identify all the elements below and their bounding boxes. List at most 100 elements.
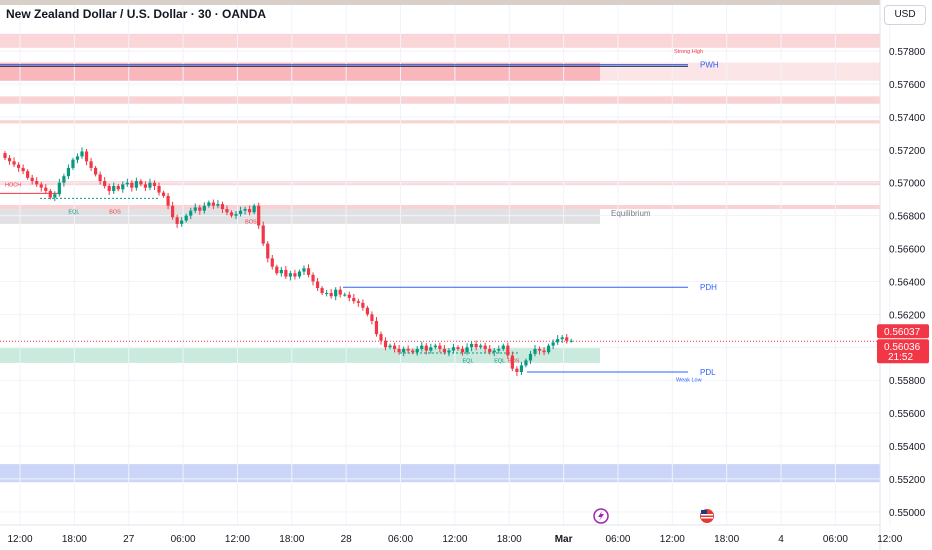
price-tick-14: 0.55000 xyxy=(889,508,926,519)
candle-body-52 xyxy=(238,210,243,214)
annotation-0: Strong High xyxy=(674,49,703,55)
time-tick-1: 18:00 xyxy=(62,534,87,545)
candle-body-92 xyxy=(420,345,424,349)
time-tick-4: 12:00 xyxy=(225,534,250,545)
candle-body-90 xyxy=(411,350,415,353)
candle-body-86 xyxy=(392,345,397,349)
candle-body-83 xyxy=(379,334,383,341)
candle-body-72 xyxy=(329,292,333,297)
time-tick-8: 12:00 xyxy=(442,534,467,545)
flag-canton xyxy=(701,510,707,514)
annotation-10: EQL xyxy=(494,359,505,365)
candle-body-66 xyxy=(302,268,306,272)
candle-body-125 xyxy=(569,340,573,342)
annotation-8: BOS xyxy=(245,220,257,226)
candle-body-78 xyxy=(356,301,360,303)
annotation-7: BOS xyxy=(109,210,121,216)
price-tick-12: 0.55400 xyxy=(889,442,926,453)
time-tick-0: 12:00 xyxy=(7,534,32,545)
candle-body-54 xyxy=(248,209,252,213)
zone-0 xyxy=(0,33,880,48)
price-tick-0: 0.57800 xyxy=(889,47,926,58)
candle-body-31 xyxy=(143,184,148,188)
candle-body-109 xyxy=(497,348,501,351)
zone-9 xyxy=(0,464,880,483)
price-tick-2: 0.57400 xyxy=(889,113,926,124)
candle-body-68 xyxy=(311,274,315,282)
candle-body-63 xyxy=(288,273,292,277)
countdown-label: 21:52 xyxy=(888,352,913,363)
candle-body-37 xyxy=(171,205,175,218)
candle-body-55 xyxy=(252,205,256,213)
candle-body-102 xyxy=(465,347,469,353)
price-tick-6: 0.56600 xyxy=(889,245,926,256)
candle-body-36 xyxy=(166,195,170,206)
symbol-title[interactable]: New Zealand Dollar / U.S. Dollar · 30 · … xyxy=(6,7,267,21)
flag-stripe-2 xyxy=(701,517,713,519)
candle-body-108 xyxy=(492,350,496,353)
top-strip xyxy=(0,0,880,5)
zone-2 xyxy=(0,62,880,81)
candle-body-65 xyxy=(297,271,302,277)
time-tick-2: 27 xyxy=(123,534,135,545)
zone-4 xyxy=(0,120,880,124)
candle-body-34 xyxy=(157,186,161,193)
candle-body-69 xyxy=(315,281,320,289)
candle-body-114 xyxy=(519,365,524,372)
candle-body-24 xyxy=(112,186,116,191)
time-tick-16: 12:00 xyxy=(877,534,902,545)
price-tick-3: 0.57200 xyxy=(889,146,926,157)
candle-body-42 xyxy=(193,207,197,211)
price-axis: 0.57800 0.57600 0.57400 0.57200 0.57000 0.568… xyxy=(877,0,929,550)
levels-layer xyxy=(0,64,880,373)
candle-body-122 xyxy=(556,339,560,343)
candle-body-76 xyxy=(347,294,351,298)
candle-body-43 xyxy=(198,207,202,211)
candle-body-58 xyxy=(266,243,270,259)
candle-body-110 xyxy=(501,345,505,349)
candle-body-121 xyxy=(551,342,555,346)
candle-body-75 xyxy=(343,294,347,296)
time-tick-3: 06:00 xyxy=(171,534,196,545)
flag-stripe-1 xyxy=(701,514,713,516)
candle-body-80 xyxy=(365,307,369,315)
candle-body-49 xyxy=(225,209,229,213)
candle-body-26 xyxy=(121,184,125,190)
candle-body-41 xyxy=(189,210,193,216)
candle-body-6 xyxy=(30,177,34,182)
candle-body-16 xyxy=(75,156,80,160)
candle-body-98 xyxy=(447,350,451,353)
candle-body-61 xyxy=(279,269,283,274)
currency-button[interactable]: USD xyxy=(884,5,926,25)
candle-body-1 xyxy=(7,158,12,162)
candle-body-85 xyxy=(388,345,392,348)
candle-body-119 xyxy=(542,350,546,353)
candle-body-56 xyxy=(257,205,261,226)
candle-body-93 xyxy=(424,345,428,351)
annotation-9: EQL xyxy=(463,359,474,365)
candle-body-99 xyxy=(451,347,456,351)
candle-body-118 xyxy=(537,348,542,351)
candle-body-120 xyxy=(547,345,551,353)
candle-body-21 xyxy=(98,174,102,182)
annotation-2: Equilibrium xyxy=(611,209,651,218)
candle-body-101 xyxy=(460,348,465,353)
candle-body-15 xyxy=(71,159,75,168)
candle-body-32 xyxy=(148,182,152,188)
candle-body-23 xyxy=(107,186,111,191)
candle-body-38 xyxy=(175,217,179,224)
candle-body-105 xyxy=(479,345,483,348)
candle-body-40 xyxy=(184,215,188,221)
candle-body-14 xyxy=(66,167,71,177)
candle-body-95 xyxy=(433,345,437,348)
time-tick-7: 06:00 xyxy=(388,534,413,545)
price-tick-10: 0.55800 xyxy=(889,376,926,387)
time-tick-15: 06:00 xyxy=(823,534,848,545)
candle-body-103 xyxy=(469,343,474,348)
candle-body-94 xyxy=(429,347,433,351)
annotation-6: EQL xyxy=(68,210,79,216)
candles-layer xyxy=(3,147,573,376)
candle-body-62 xyxy=(284,269,288,277)
candle-body-10 xyxy=(48,190,52,198)
